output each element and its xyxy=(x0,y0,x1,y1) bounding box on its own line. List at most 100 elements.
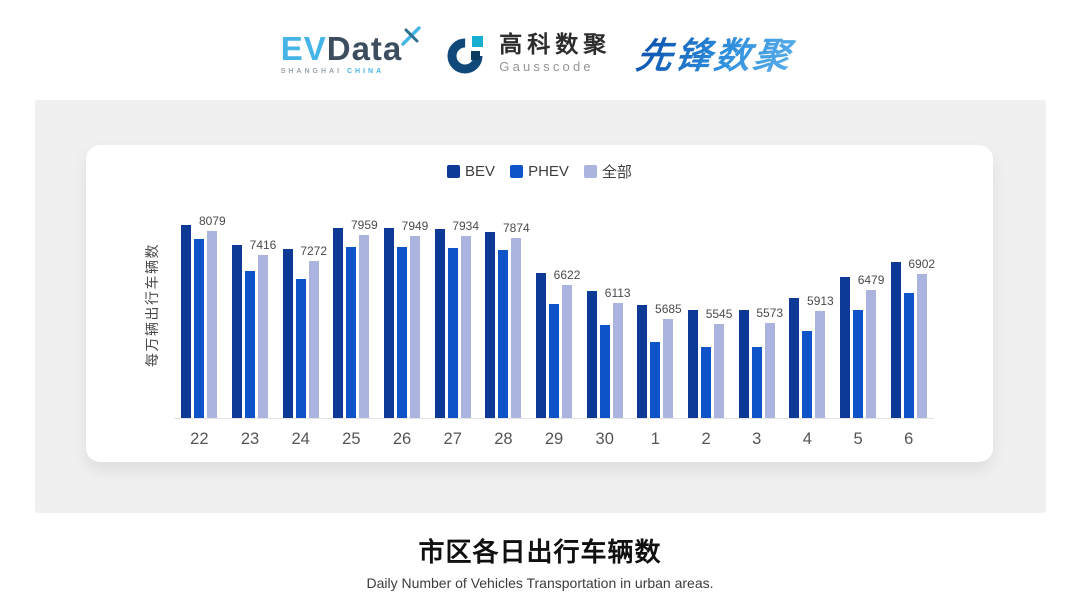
bar-全部-5 xyxy=(866,290,877,418)
bar-全部-6 xyxy=(916,274,927,418)
bar-PHEV-3 xyxy=(751,347,762,418)
data-label-1: 5685 xyxy=(655,302,682,316)
bar-BEV-30 xyxy=(586,291,597,418)
x-tick-29: 29 xyxy=(544,430,564,448)
bar-BEV-28 xyxy=(485,232,496,418)
evdata-wordmark: EVData xyxy=(281,32,403,65)
chart-title: 市区各日出行车辆数 xyxy=(418,537,662,567)
chart-card: BEV PHEV 全部 每万辆出行车辆数 8079 7416 7272 7959 7949 7… xyxy=(86,145,993,462)
data-label-27: 7934 xyxy=(452,219,480,233)
chart-subtitle: Daily Number of Vehicles Transportation … xyxy=(366,575,714,591)
x-tick-26: 26 xyxy=(392,430,412,448)
bar-group-24: 7272 xyxy=(275,187,327,418)
bar-group-5: 6479 xyxy=(833,187,884,418)
bar-全部-27 xyxy=(460,236,471,418)
x-tick-1: 1 xyxy=(650,430,660,448)
bar-PHEV-1 xyxy=(650,342,661,418)
data-label-28: 7874 xyxy=(503,221,530,235)
data-label-3: 5573 xyxy=(756,306,784,320)
x-tick-4: 4 xyxy=(802,430,812,448)
legend-label: BEV xyxy=(465,163,496,180)
bar-BEV-26 xyxy=(384,228,395,418)
x-tick-2: 2 xyxy=(701,430,711,448)
bar-PHEV-29 xyxy=(549,304,560,418)
bar-全部-3 xyxy=(764,323,775,418)
evdata-shanghai-text: SHANGHAI xyxy=(280,67,343,75)
bar-BEV-22 xyxy=(181,225,192,418)
data-label-4: 5913 xyxy=(807,294,834,308)
bar-PHEV-30 xyxy=(599,325,610,418)
legend-swatch xyxy=(510,165,524,178)
bar-group-3: 5573 xyxy=(731,187,784,418)
bar-PHEV-28 xyxy=(498,250,509,418)
bar-BEV-3 xyxy=(738,310,749,418)
evdata-logo: EVData SHANGHAI CHINA xyxy=(281,25,421,75)
chart-caption: 市区各日出行车辆数 Daily Number of Vehicles Trans… xyxy=(0,532,1080,591)
evdata-subtext: SHANGHAI CHINA xyxy=(281,68,403,75)
x-axis-labels: 22 23 24 25 26 27 28 29 30 1 2 3 4 5 6 xyxy=(174,430,934,450)
evdata-spark-icon xyxy=(401,25,421,46)
data-label-22: 8079 xyxy=(198,214,226,228)
x-tick-24: 24 xyxy=(291,430,310,448)
bar-全部-25 xyxy=(359,235,370,418)
evdata-data-text: Data xyxy=(326,29,403,67)
bar-全部-29 xyxy=(562,285,573,418)
bar-group-23: 7416 xyxy=(225,187,276,418)
bar-PHEV-23 xyxy=(245,271,255,418)
bar-全部-4 xyxy=(815,311,826,418)
legend-item-BEV[interactable]: BEV xyxy=(447,163,495,180)
bar-PHEV-26 xyxy=(397,247,408,418)
bar-全部-26 xyxy=(410,236,421,418)
bar-PHEV-2 xyxy=(701,347,712,418)
bar-group-25: 7959 xyxy=(326,187,378,418)
bar-BEV-29 xyxy=(536,273,547,418)
chart-legend: BEV PHEV 全部 xyxy=(86,161,993,182)
x-tick-30: 30 xyxy=(595,430,614,448)
bar-PHEV-25 xyxy=(346,247,357,418)
data-label-30: 6113 xyxy=(604,286,631,300)
gausscode-g-icon xyxy=(447,36,484,74)
bar-BEV-5 xyxy=(840,277,851,418)
data-label-2: 5545 xyxy=(705,307,733,321)
y-axis-label: 每万辆出行车辆数 xyxy=(144,243,160,367)
x-tick-6: 6 xyxy=(904,430,914,448)
bar-BEV-2 xyxy=(688,310,699,418)
bar-全部-30 xyxy=(612,303,623,418)
bar-PHEV-24 xyxy=(295,279,306,418)
x-tick-27: 27 xyxy=(443,430,462,448)
x-tick-28: 28 xyxy=(494,430,513,448)
bar-全部-24 xyxy=(308,261,319,418)
data-label-26: 7949 xyxy=(401,219,429,233)
bar-PHEV-6 xyxy=(903,293,914,418)
bar-全部-28 xyxy=(511,238,522,418)
evdata-china-text: CHINA xyxy=(347,67,385,75)
gausscode-logo: 高科数聚 Gausscode xyxy=(444,30,611,76)
chart-panel: BEV PHEV 全部 每万辆出行车辆数 8079 7416 7272 7959 7949 7… xyxy=(35,100,1046,513)
bar-group-26: 7949 xyxy=(377,187,428,418)
bar-group-1: 5685 xyxy=(630,187,682,418)
bar-BEV-4 xyxy=(789,298,800,418)
bar-group-30: 6113 xyxy=(579,187,631,418)
bar-group-28: 7874 xyxy=(478,187,530,418)
bar-group-4: 5913 xyxy=(782,187,834,418)
x-tick-23: 23 xyxy=(240,430,260,448)
plot-area: 8079 7416 7272 7959 7949 7934 7874 6622 6113 5685… xyxy=(174,187,936,419)
bar-BEV-27 xyxy=(434,229,445,418)
evdata-ev-text: EV xyxy=(280,29,327,67)
gausscode-cn-text: 高科数聚 xyxy=(499,31,612,58)
bar-group-27: 7934 xyxy=(427,187,480,418)
legend-label: 全部 xyxy=(601,164,632,181)
bar-BEV-25 xyxy=(333,228,344,418)
x-tick-25: 25 xyxy=(342,430,361,448)
legend-item-PHEV[interactable]: PHEV xyxy=(510,163,569,180)
x-tick-3: 3 xyxy=(752,430,762,448)
legend-item-全部[interactable]: 全部 xyxy=(583,161,632,182)
bar-BEV-23 xyxy=(232,245,242,418)
data-label-6: 6902 xyxy=(908,257,936,271)
bar-BEV-6 xyxy=(890,262,901,418)
legend-swatch xyxy=(447,165,461,178)
bar-全部-2 xyxy=(714,324,725,418)
legend-swatch xyxy=(583,165,597,178)
legend-label: PHEV xyxy=(528,163,569,180)
